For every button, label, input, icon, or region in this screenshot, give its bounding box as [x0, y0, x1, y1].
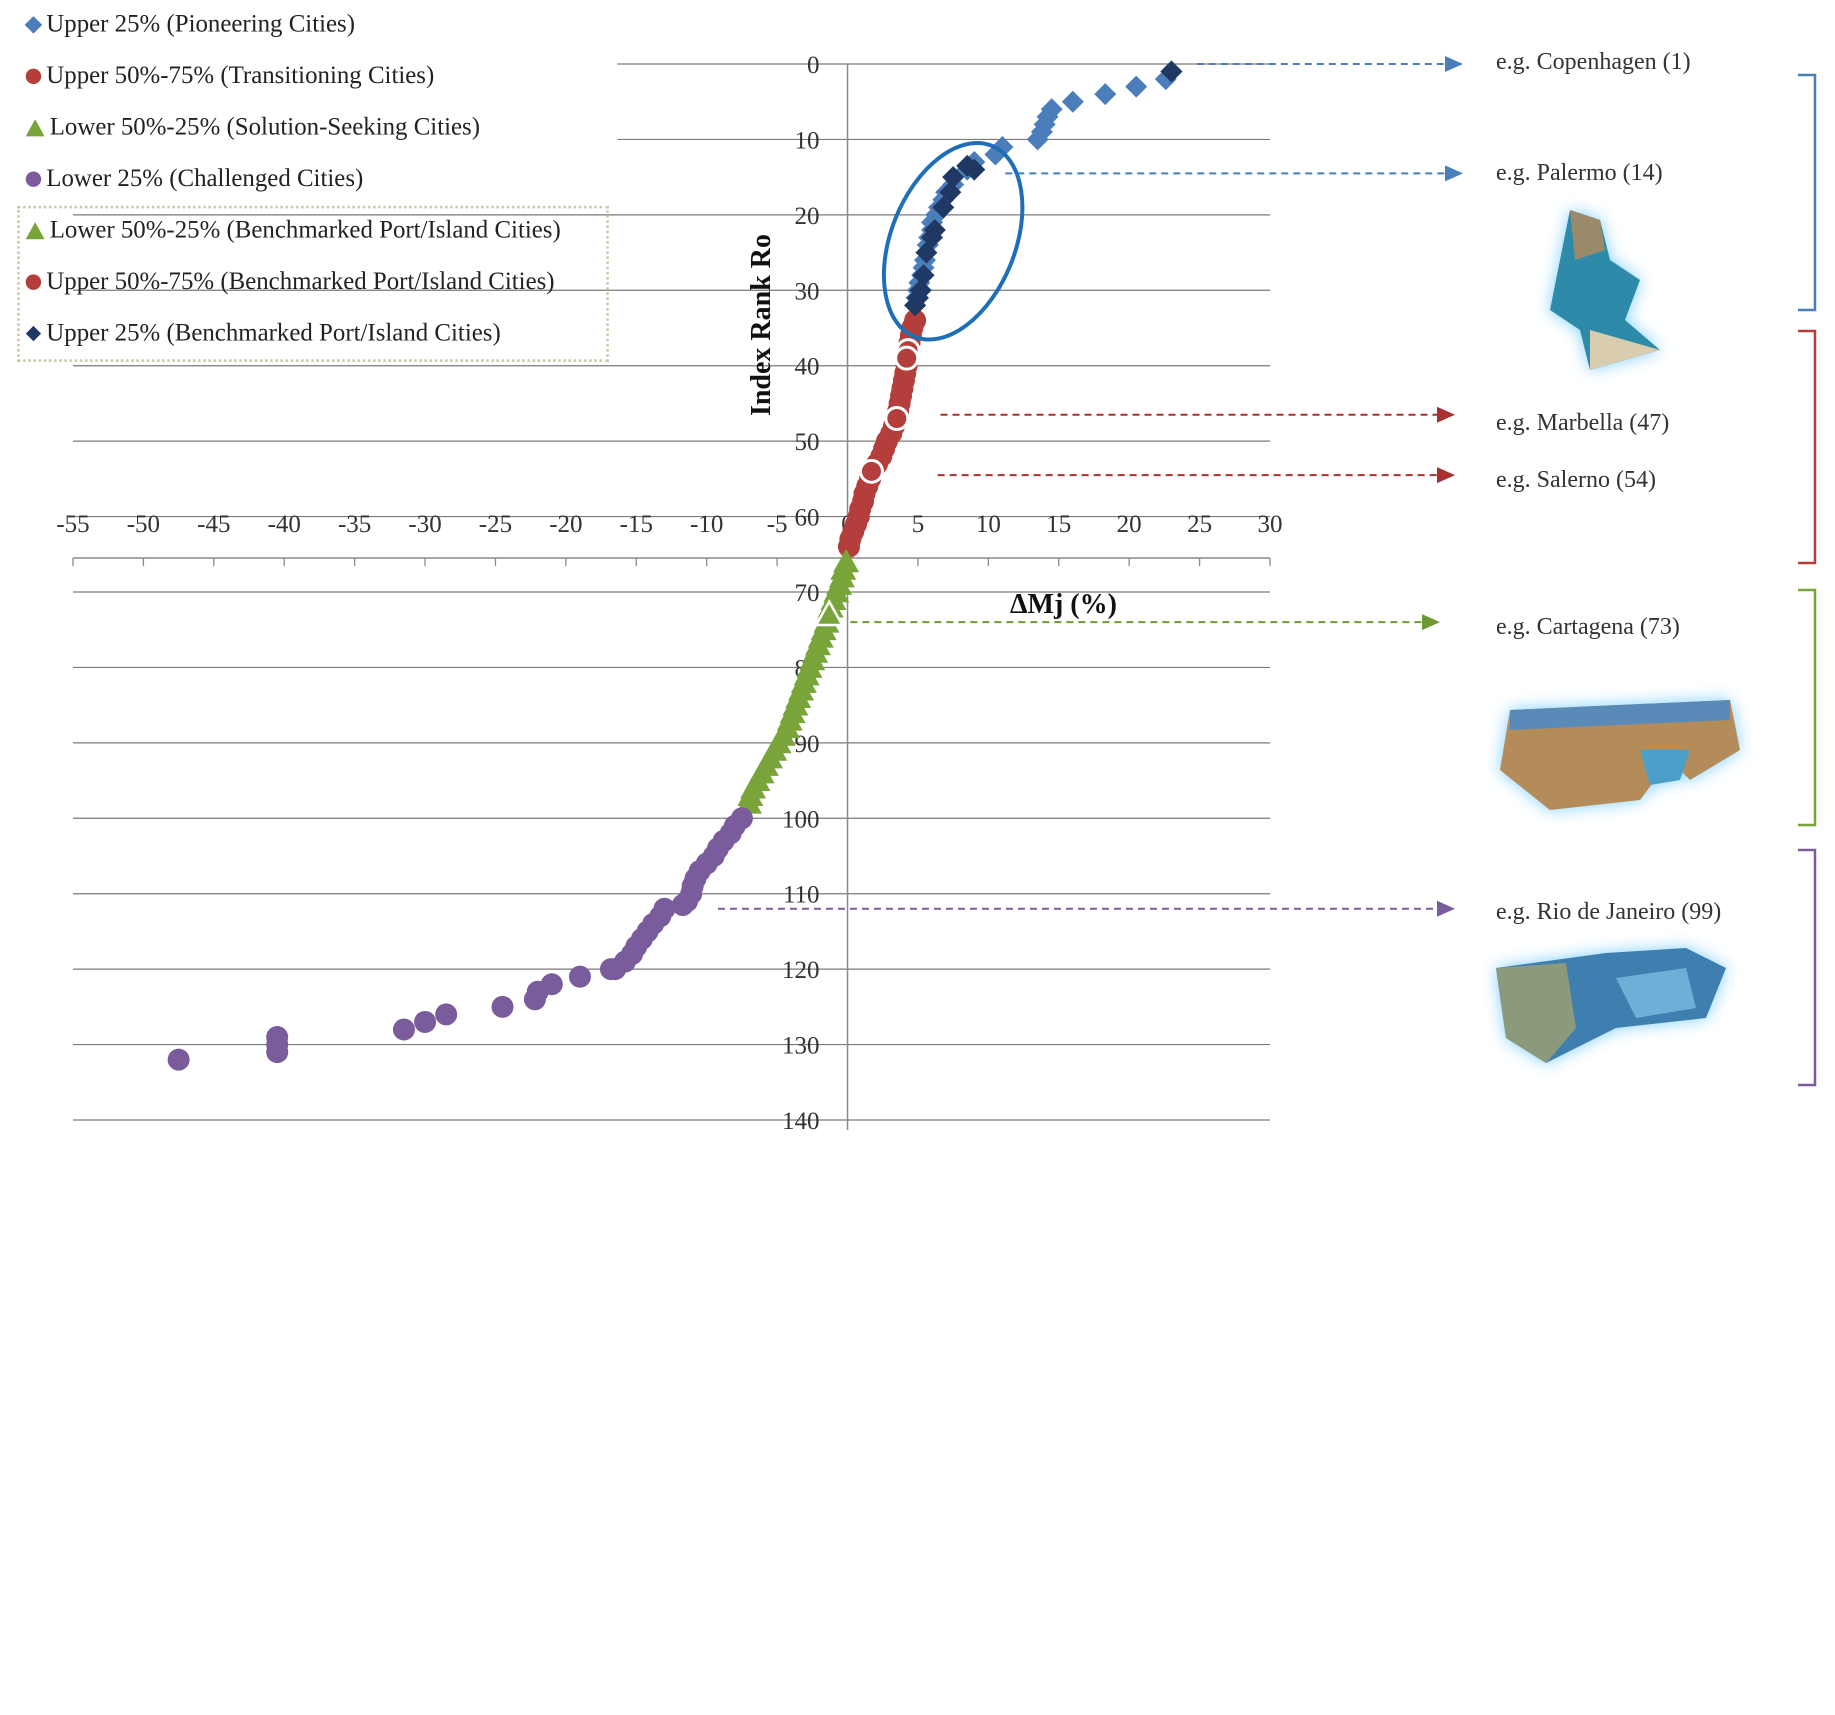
highlight-group — [881, 140, 1025, 342]
data-point — [939, 181, 962, 204]
group-bracket — [1798, 588, 1817, 827]
rio-de-janeiro-image — [1496, 948, 1726, 1063]
data-point — [912, 264, 935, 287]
data-point — [814, 599, 845, 627]
group-bracket — [1798, 329, 1817, 565]
y-tick-label: 110 — [783, 882, 820, 909]
x-tick-label: 15 — [1046, 511, 1071, 538]
annotation-cartagena: e.g. Cartagena (73) — [1496, 614, 1680, 640]
y-tick-label: 70 — [795, 580, 820, 607]
data-point — [414, 1010, 437, 1033]
y-tick-label: 130 — [782, 1033, 820, 1060]
data-point — [1160, 60, 1183, 83]
data-point — [266, 1041, 289, 1064]
data-point — [491, 995, 514, 1018]
y-tick-label: 10 — [795, 127, 820, 154]
y-tick-label: 60 — [795, 505, 820, 532]
data-point — [932, 196, 955, 219]
data-point — [956, 154, 979, 177]
x-tick-label: 20 — [1117, 511, 1142, 538]
y-tick-label: 50 — [795, 429, 820, 456]
data-point — [1026, 128, 1049, 151]
x-tick-label: 5 — [912, 511, 925, 538]
annotation-copenhagen: e.g. Copenhagen (1) — [1496, 49, 1691, 75]
x-tick-label: -5 — [767, 511, 788, 538]
data-point — [904, 294, 927, 317]
x-tick-label: -10 — [690, 511, 723, 538]
y-tick-label: 20 — [795, 203, 820, 230]
x-tick-label: -30 — [408, 511, 441, 538]
data-point — [523, 988, 546, 1011]
data-point — [942, 166, 965, 189]
data-point — [671, 894, 694, 917]
x-tick-label: 30 — [1258, 511, 1283, 538]
x-tick-label: -50 — [127, 511, 160, 538]
data-point — [599, 958, 622, 981]
arrow-head — [1437, 406, 1455, 423]
data-point — [837, 535, 860, 558]
x-axis-title: ΔMj (%) — [1010, 589, 1117, 620]
group-brackets — [1798, 73, 1817, 1087]
x-tick-label: -15 — [620, 511, 653, 538]
gridlines — [73, 63, 1270, 1121]
arrow-head — [1437, 467, 1455, 484]
y-tick-label: 0 — [807, 52, 820, 79]
annotation-arrows — [717, 56, 1463, 917]
scatter-chart: 0102030405060708090100110120130140-55-50… — [56, 52, 1817, 1135]
data-point — [1125, 75, 1148, 98]
x-tick-label: -25 — [479, 511, 512, 538]
data-point — [392, 1018, 415, 1041]
data-point — [435, 1003, 458, 1026]
annotation-rio-de-janeiro: e.g. Rio de Janeiro (99) — [1496, 899, 1722, 925]
x-tick-label: -40 — [268, 511, 301, 538]
highlight-ellipse — [881, 140, 1025, 342]
arrow-head — [1445, 56, 1463, 72]
data-points — [167, 60, 1183, 1071]
y-tick-label: 120 — [782, 957, 820, 984]
group-bracket — [1798, 73, 1817, 312]
x-tick-label: -20 — [549, 511, 582, 538]
x-tick-label: -35 — [338, 511, 371, 538]
data-point — [1061, 90, 1084, 113]
y-tick-label: 90 — [795, 731, 820, 758]
data-point — [167, 1048, 190, 1071]
data-point — [915, 241, 938, 264]
y-tick-label: 40 — [795, 354, 820, 381]
data-point — [568, 965, 591, 988]
x-tick-label: -45 — [197, 511, 230, 538]
x-tick-label: 25 — [1187, 511, 1212, 538]
data-point — [894, 345, 920, 371]
y-tick-label: 100 — [782, 806, 820, 833]
arrow-head — [1445, 165, 1463, 182]
annotation-palermo: e.g. Palermo (14) — [1496, 160, 1663, 186]
arrow-head — [1437, 900, 1455, 917]
data-point — [884, 406, 910, 432]
y-tick-label: 30 — [795, 278, 820, 305]
y-axis-title: Index Rank Ro — [746, 234, 777, 416]
group-bracket — [1798, 848, 1817, 1087]
data-point — [1094, 83, 1117, 106]
y-tick-label: 140 — [782, 1108, 820, 1135]
annotation-salerno: e.g. Salerno (54) — [1496, 467, 1656, 493]
annotation-marbella: e.g. Marbella (47) — [1496, 410, 1670, 436]
data-point — [858, 458, 884, 484]
palermo-image — [1550, 210, 1660, 370]
arrow-head — [1422, 614, 1440, 631]
x-tick-label: -55 — [56, 511, 89, 538]
x-tick-label: 10 — [976, 511, 1001, 538]
cartagena-image — [1500, 700, 1740, 810]
